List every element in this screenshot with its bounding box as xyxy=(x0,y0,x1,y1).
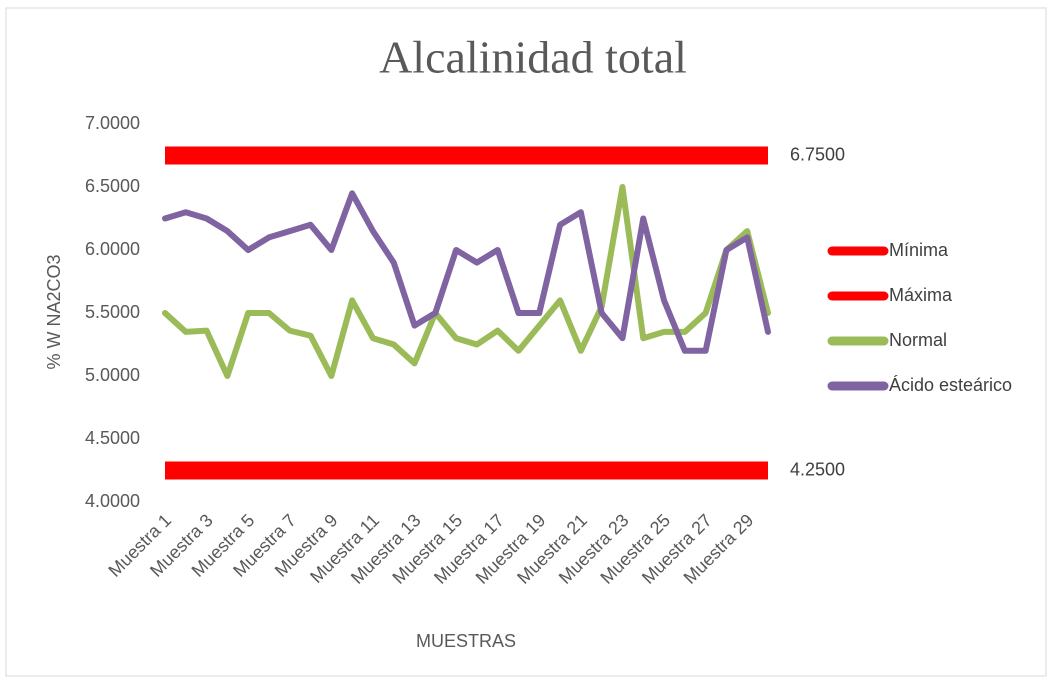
y-tick-label: 6.0000 xyxy=(85,239,140,259)
series-line xyxy=(162,190,771,354)
legend-label: Normal xyxy=(889,330,947,350)
y-tick-label: 5.5000 xyxy=(85,302,140,322)
series-line xyxy=(162,184,771,379)
x-axis-label: MUESTRAS xyxy=(416,631,516,651)
y-tick-label: 4.0000 xyxy=(85,491,140,511)
data-label: 4.2500 xyxy=(790,459,845,479)
y-axis-label: % W NA2CO3 xyxy=(44,254,64,369)
y-tick-label: 6.5000 xyxy=(85,176,140,196)
data-label: 6.7500 xyxy=(790,144,845,164)
legend-label: Mínima xyxy=(889,240,949,260)
legend-label: Ácido esteárico xyxy=(889,375,1012,395)
y-tick-label: 5.0000 xyxy=(85,365,140,385)
chart-title: Alcalinidad total xyxy=(379,32,687,83)
y-tick-label: 7.0000 xyxy=(85,113,140,133)
y-tick-label: 4.5000 xyxy=(85,428,140,448)
legend-label: Máxima xyxy=(889,285,953,305)
